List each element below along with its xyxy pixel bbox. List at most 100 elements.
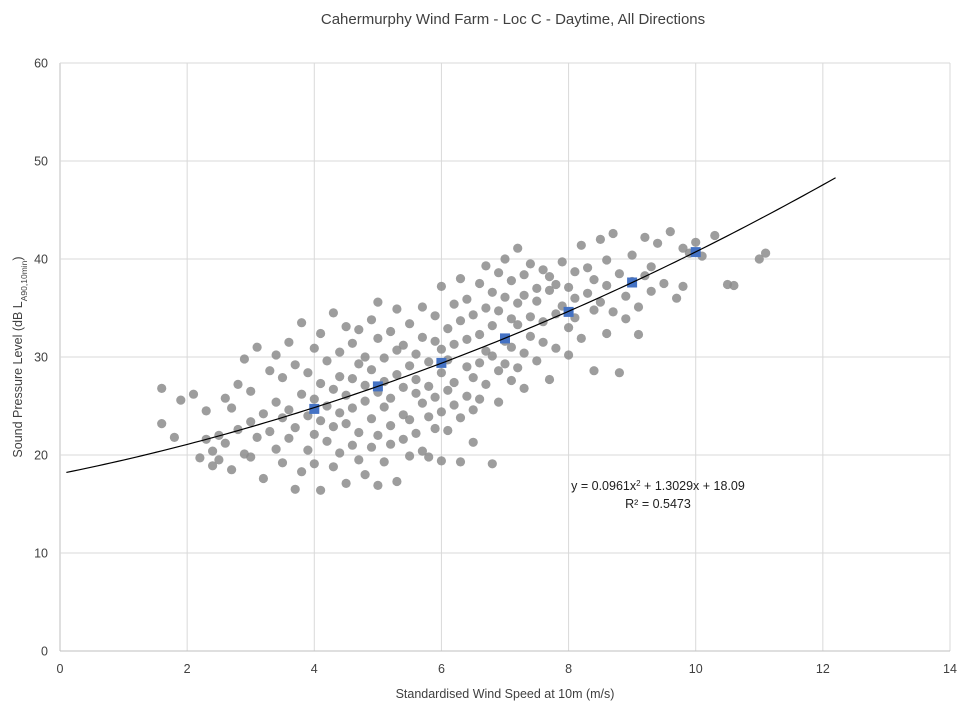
scatter-point xyxy=(411,388,421,398)
y-tick-label: 40 xyxy=(34,253,48,267)
scatter-point xyxy=(627,250,637,260)
scatter-point xyxy=(417,302,427,312)
scatter-point xyxy=(506,375,516,386)
scatter-point xyxy=(360,380,370,390)
scatter-point xyxy=(506,342,516,352)
scatter-point xyxy=(481,261,491,271)
scatter-point xyxy=(602,328,612,339)
x-tick-label: 6 xyxy=(438,662,445,676)
scatter-point xyxy=(297,318,307,328)
scatter-point xyxy=(303,445,313,455)
scatter-point xyxy=(303,368,313,378)
y-tick-label: 10 xyxy=(34,547,48,561)
y-axis-label-main: Sound Pressure Level (dB L xyxy=(11,301,25,457)
x-axis-label: Standardised Wind Speed at 10m (m/s) xyxy=(396,687,615,701)
scatter-point xyxy=(462,334,472,344)
y-tick-label: 30 xyxy=(34,351,48,365)
scatter-point xyxy=(659,278,669,289)
scatter-point xyxy=(366,315,377,325)
scatter-point xyxy=(640,232,650,242)
scatter-point xyxy=(513,298,523,308)
scatter-point xyxy=(208,461,218,471)
scatter-point xyxy=(525,331,536,341)
scatter-point xyxy=(335,372,345,382)
scatter-point xyxy=(379,457,389,467)
scatter-point xyxy=(538,265,548,275)
scatter-point xyxy=(277,458,288,468)
trendline-equation: y = 0.0961x2 + 1.3029x + 18.09 xyxy=(571,479,745,494)
scatter-point xyxy=(335,347,345,357)
scatter-point xyxy=(532,283,542,293)
scatter-point xyxy=(475,394,485,404)
scatter-point xyxy=(672,293,682,303)
scatter-point xyxy=(195,453,205,463)
scatter-point xyxy=(271,397,281,407)
scatter-point xyxy=(417,332,427,342)
scatter-point xyxy=(430,392,440,402)
scatter-point xyxy=(424,357,434,367)
scatter-point xyxy=(373,333,383,343)
scatter-point xyxy=(347,440,357,450)
scatter-point xyxy=(449,400,459,410)
scatter-point xyxy=(328,384,338,394)
scatter-point xyxy=(322,356,332,366)
scatter-point xyxy=(360,352,370,362)
x-tick-label: 4 xyxy=(311,662,318,676)
scatter-point xyxy=(309,459,319,469)
scatter-point xyxy=(519,290,529,300)
scatter-point xyxy=(455,413,466,423)
scatter-point xyxy=(443,425,453,436)
x-tick-label: 2 xyxy=(184,662,191,676)
scatter-point xyxy=(500,359,510,369)
chart-title: Cahermurphy Wind Farm - Loc C - Daytime,… xyxy=(321,11,705,28)
scatter-point xyxy=(436,456,446,466)
scatter-point xyxy=(246,386,256,396)
r-squared-label: R² = 0.5473 xyxy=(625,497,691,511)
scatter-point xyxy=(214,455,224,465)
scatter-point xyxy=(430,336,440,346)
scatter-point xyxy=(354,455,364,465)
scatter-point xyxy=(297,389,307,399)
scatter-point xyxy=(335,408,345,418)
equation-pre: y = 0.0961x xyxy=(571,479,637,493)
scatter-point xyxy=(227,403,237,413)
scatter-point xyxy=(729,280,739,291)
scatter-point xyxy=(436,368,446,378)
scatter-point xyxy=(373,480,383,490)
scatter-point xyxy=(544,272,555,282)
scatter-point xyxy=(430,423,440,434)
scatter-point xyxy=(347,374,357,384)
scatter-point xyxy=(411,349,421,359)
scatter-point xyxy=(290,360,300,370)
scatter-point xyxy=(455,316,466,326)
scatter-point xyxy=(360,396,370,406)
scatter-point xyxy=(405,319,415,329)
trendline xyxy=(66,177,836,474)
scatter-point xyxy=(551,279,561,290)
scatter-point xyxy=(487,321,497,331)
scatter-point xyxy=(583,288,593,298)
scatter-point xyxy=(169,432,179,442)
scatter-point xyxy=(297,467,307,477)
scatter-point xyxy=(494,268,504,278)
scatter-point xyxy=(316,328,326,339)
scatter-point xyxy=(258,409,268,419)
scatter-point xyxy=(589,305,599,315)
scatter-point xyxy=(449,339,459,349)
scatter-point xyxy=(424,412,434,422)
equation-post: + 1.3029x + 18.09 xyxy=(641,479,745,493)
scatter-point xyxy=(449,299,459,309)
scatter-point xyxy=(386,421,396,431)
scatter-point xyxy=(347,403,357,413)
scatter-point xyxy=(284,337,294,347)
scatter-point xyxy=(392,370,402,380)
y-axis-label-close: ) xyxy=(11,256,25,260)
scatter-point xyxy=(481,379,491,389)
scatter-point xyxy=(417,446,427,456)
scatter-point xyxy=(366,414,377,424)
scatter-point xyxy=(316,416,326,426)
scatter-point xyxy=(468,310,478,320)
scatter-point xyxy=(309,343,319,353)
scatter-point xyxy=(405,361,415,371)
